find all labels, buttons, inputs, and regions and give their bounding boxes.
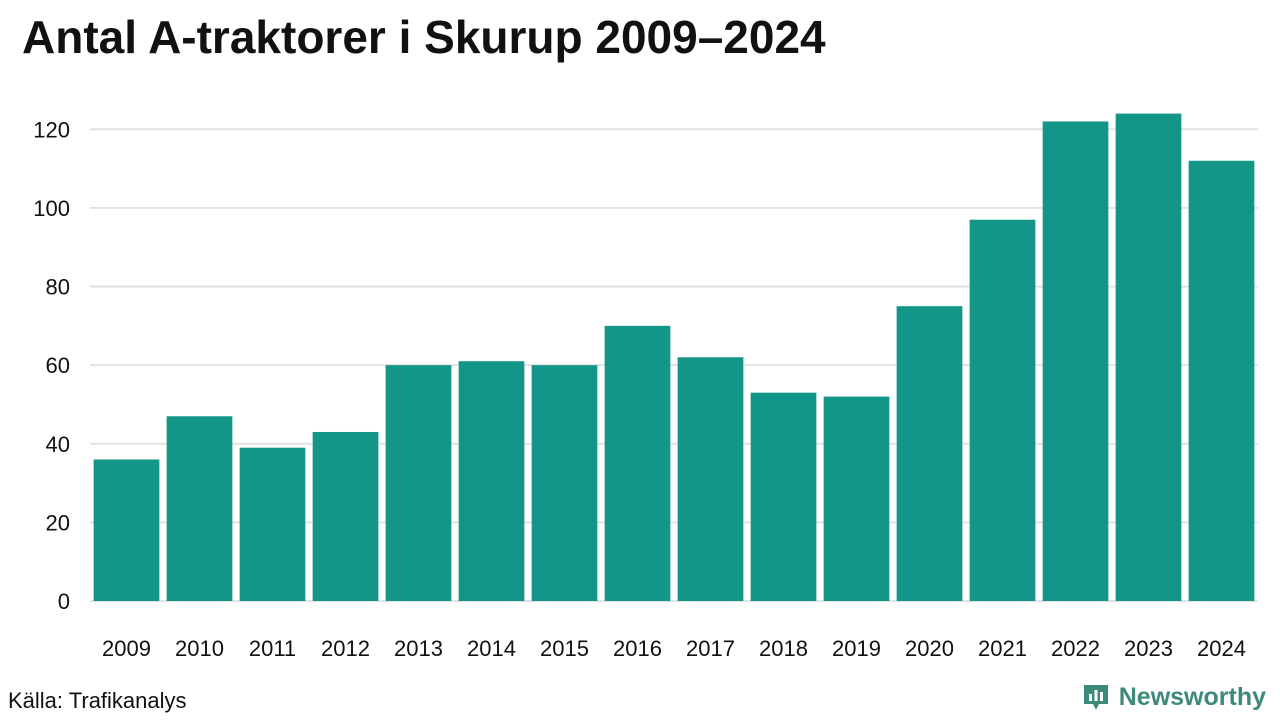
bar-2010 <box>166 416 233 601</box>
brand-name: Newsworthy <box>1118 682 1266 711</box>
bar-2019 <box>823 396 890 601</box>
y-tick-label: 80 <box>46 275 70 300</box>
bar-2020 <box>896 306 963 601</box>
x-tick-label: 2014 <box>467 636 516 661</box>
x-tick-label: 2010 <box>175 636 224 661</box>
y-axis-ticks: 0 20 40 60 80 100 120 <box>33 117 70 614</box>
x-tick-label: 2019 <box>832 636 881 661</box>
bar-2016 <box>604 325 671 601</box>
y-tick-label: 40 <box>46 432 70 457</box>
y-tick-label: 0 <box>58 589 70 614</box>
bars <box>93 113 1255 601</box>
bar-2021 <box>969 219 1036 601</box>
source-label: Källa: Trafikanalys <box>8 688 187 713</box>
x-tick-label: 2023 <box>1124 636 1173 661</box>
x-tick-label: 2016 <box>613 636 662 661</box>
x-tick-label: 2015 <box>540 636 589 661</box>
newsworthy-logo-icon <box>1083 685 1108 710</box>
bar-2013 <box>385 365 452 601</box>
x-tick-label: 2021 <box>978 636 1027 661</box>
bar-2018 <box>750 392 817 601</box>
chart-title: Antal A-traktorer i Skurup 2009–2024 <box>22 11 826 63</box>
bar-2009 <box>93 459 160 601</box>
x-tick-label: 2013 <box>394 636 443 661</box>
y-tick-label: 100 <box>33 196 70 221</box>
bar-2011 <box>239 447 306 601</box>
bar-2022 <box>1042 121 1109 601</box>
x-axis-ticks: 2009 2010 2011 2012 2013 2014 2015 2016 2017 2018… <box>102 636 1246 661</box>
x-tick-label: 2009 <box>102 636 151 661</box>
bar-2014 <box>458 361 525 601</box>
x-tick-label: 2011 <box>249 636 296 661</box>
brand-logo: Newsworthy <box>1081 680 1266 714</box>
x-tick-label: 2017 <box>686 636 735 661</box>
bar-2012 <box>312 431 379 601</box>
x-tick-label: 2022 <box>1051 636 1100 661</box>
bar-2024 <box>1188 160 1255 601</box>
y-tick-label: 60 <box>46 353 70 378</box>
x-tick-label: 2012 <box>321 636 370 661</box>
bar-2017 <box>677 357 744 601</box>
bar-2023 <box>1115 113 1182 601</box>
x-tick-label: 2024 <box>1197 636 1246 661</box>
y-tick-label: 120 <box>33 117 70 142</box>
x-tick-label: 2018 <box>759 636 808 661</box>
x-tick-label: 2020 <box>905 636 954 661</box>
y-tick-label: 20 <box>46 510 70 535</box>
bar-2015 <box>531 365 598 601</box>
